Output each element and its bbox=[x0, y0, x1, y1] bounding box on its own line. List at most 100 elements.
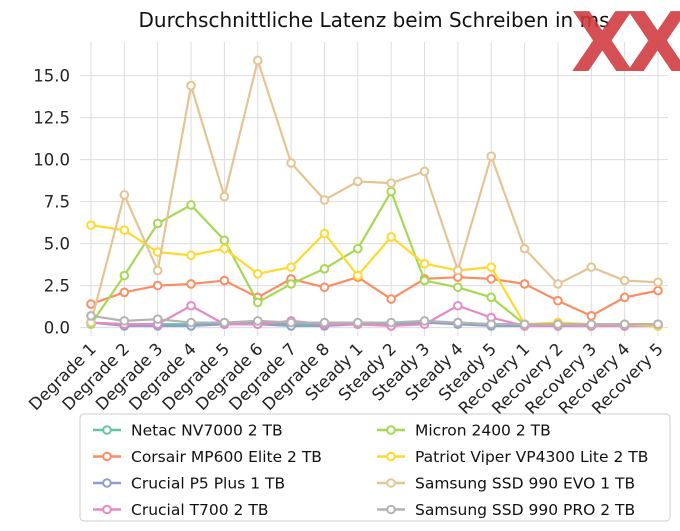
data-point bbox=[419, 275, 430, 286]
data-point bbox=[386, 178, 396, 188]
data-point bbox=[486, 262, 497, 272]
data-point bbox=[319, 264, 330, 274]
series-line bbox=[90, 224, 659, 328]
legend-swatch-marker bbox=[386, 425, 396, 435]
data-point bbox=[486, 151, 497, 162]
y-tick-label: 15.0 bbox=[33, 67, 70, 86]
data-point bbox=[453, 317, 463, 328]
data-point bbox=[186, 300, 196, 311]
data-point bbox=[119, 225, 130, 235]
data-point bbox=[119, 316, 130, 326]
data-point bbox=[119, 270, 130, 281]
y-tick-label: 7.5 bbox=[44, 193, 70, 212]
data-point bbox=[419, 258, 430, 269]
legend: Netac NV7000 2 TB Corsair MP600 Elite 2 T… bbox=[79, 413, 671, 522]
data-point bbox=[252, 297, 263, 308]
series-6 bbox=[86, 55, 663, 328]
data-point bbox=[586, 311, 597, 321]
chart-title: Durchschnittliche Latenz beim Schreiben … bbox=[139, 8, 610, 32]
legend-label: Micron 2400 2 TB bbox=[415, 422, 551, 440]
data-point bbox=[553, 279, 563, 289]
data-point bbox=[152, 314, 163, 325]
legend-swatch-marker bbox=[102, 451, 112, 462]
data-point bbox=[453, 282, 463, 293]
data-point bbox=[486, 274, 497, 284]
y-tick-label: 5.0 bbox=[44, 235, 70, 254]
data-point bbox=[419, 166, 430, 177]
data-point bbox=[486, 319, 497, 330]
data-point bbox=[286, 262, 296, 272]
data-point bbox=[286, 158, 296, 168]
watermark-logo: XX bbox=[571, 0, 680, 91]
data-point bbox=[619, 275, 630, 286]
legend-frame bbox=[79, 413, 671, 522]
y-tick-label: 2.5 bbox=[44, 277, 70, 296]
legend-item: Corsair MP600 Elite 2 TB bbox=[93, 448, 322, 466]
data-point bbox=[386, 317, 396, 328]
legend-label: Samsung SSD 990 EVO 1 TB bbox=[415, 475, 635, 493]
data-point bbox=[219, 317, 230, 328]
legend-swatch-marker bbox=[386, 504, 396, 515]
data-point bbox=[119, 190, 130, 200]
data-point bbox=[319, 317, 330, 328]
series-lines bbox=[86, 55, 663, 331]
data-point bbox=[653, 277, 663, 288]
data-point bbox=[186, 279, 196, 289]
y-tick-label: 10.0 bbox=[33, 151, 70, 170]
legend-label: Samsung SSD 990 PRO 2 TB bbox=[415, 501, 635, 519]
logo-text: XX bbox=[571, 0, 680, 91]
data-point bbox=[219, 243, 230, 254]
data-point bbox=[519, 243, 530, 254]
series-line bbox=[89, 59, 659, 323]
legend-item: Netac NV7000 2 TB bbox=[93, 422, 283, 440]
data-point bbox=[119, 287, 130, 298]
legend-label: Crucial T700 2 TB bbox=[131, 501, 268, 519]
legend-swatch-marker bbox=[386, 451, 396, 462]
data-point bbox=[653, 285, 663, 296]
data-point bbox=[286, 317, 296, 328]
legend-item: Crucial P5 Plus 1 TB bbox=[93, 475, 285, 493]
data-point bbox=[219, 235, 230, 246]
series-1 bbox=[86, 272, 663, 321]
data-point bbox=[286, 279, 296, 289]
data-point bbox=[353, 176, 363, 187]
data-point bbox=[86, 299, 96, 309]
data-point bbox=[353, 317, 363, 328]
data-point bbox=[553, 319, 563, 330]
data-point bbox=[152, 280, 163, 291]
data-point bbox=[319, 195, 330, 205]
data-point bbox=[86, 311, 96, 321]
data-point bbox=[186, 200, 196, 210]
legend-label: Netac NV7000 2 TB bbox=[131, 422, 283, 440]
data-point bbox=[519, 279, 530, 289]
legend-item: Samsung SSD 990 EVO 1 TB bbox=[377, 475, 635, 493]
data-point bbox=[319, 228, 330, 239]
data-point bbox=[619, 292, 630, 303]
data-point bbox=[586, 262, 597, 272]
legend-swatch-marker bbox=[102, 478, 112, 488]
data-point bbox=[619, 319, 630, 330]
data-point bbox=[386, 294, 396, 304]
data-point bbox=[152, 265, 163, 276]
data-point bbox=[186, 80, 196, 91]
legend-item: Samsung SSD 990 PRO 2 TB bbox=[377, 501, 635, 519]
data-point bbox=[186, 317, 196, 328]
data-point bbox=[486, 292, 497, 303]
y-tick-label: 0.0 bbox=[44, 319, 70, 338]
data-point bbox=[86, 220, 96, 230]
data-point bbox=[419, 316, 430, 326]
data-point bbox=[186, 250, 196, 261]
data-point bbox=[353, 270, 363, 281]
legend-item: Patriot Viper VP4300 Lite 2 TB bbox=[377, 448, 648, 466]
legend-swatch-marker bbox=[102, 425, 112, 435]
data-point bbox=[453, 265, 463, 276]
y-tick-label: 12.5 bbox=[33, 109, 70, 128]
data-point bbox=[152, 218, 163, 229]
legend-label: Patriot Viper VP4300 Lite 2 TB bbox=[415, 448, 648, 466]
data-point bbox=[319, 282, 330, 293]
legend-swatch-marker bbox=[102, 504, 112, 515]
legend-swatch-marker bbox=[386, 478, 396, 488]
data-point bbox=[252, 269, 263, 279]
